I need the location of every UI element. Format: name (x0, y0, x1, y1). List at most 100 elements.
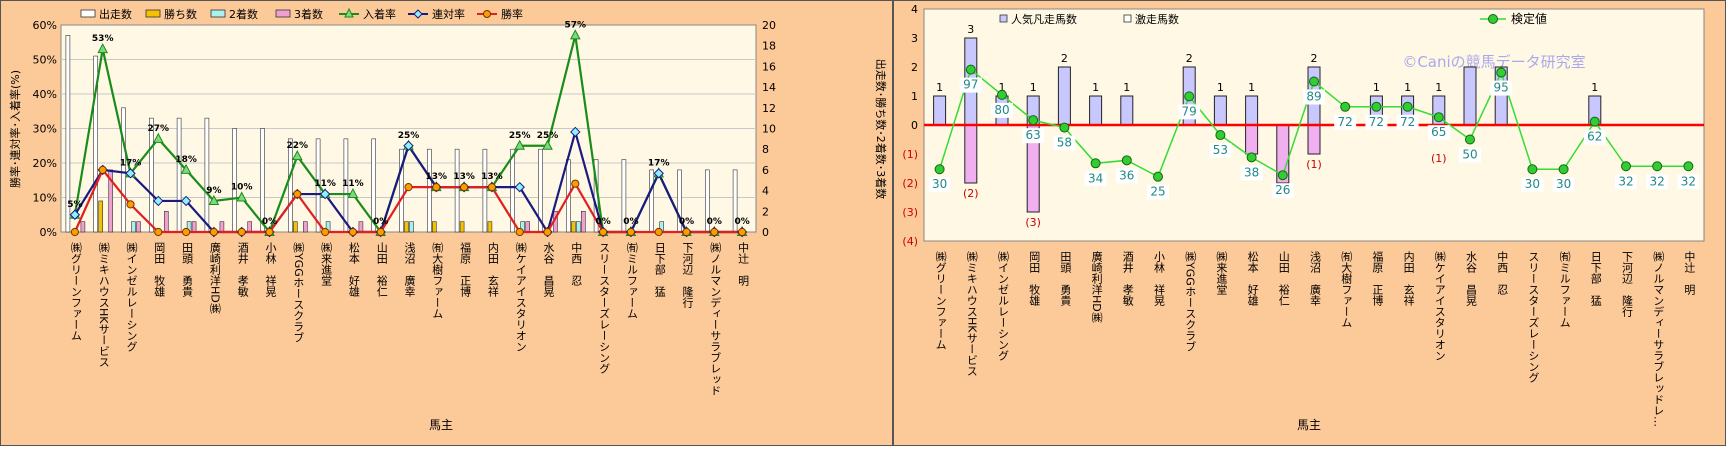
x-tick-label-9: ㈱来進堂 (320, 242, 333, 286)
bar-2-12 (409, 221, 414, 233)
x-tick-label-14: 福原 正博 (459, 241, 472, 298)
point-2-17 (1465, 134, 1475, 145)
bar-top-label-12: 2 (1311, 52, 1318, 65)
bar-3-8 (302, 221, 308, 233)
x-tick-label-19: スリースターズレーシング (1527, 251, 1540, 383)
value-label-bg-2 (991, 102, 1013, 118)
point-6-22 (682, 227, 691, 237)
value-label-bg-7 (1147, 184, 1169, 200)
value-label-15: 72 (1400, 115, 1415, 129)
x-tick-label-1: ㈱ミキハウスHKサービス (97, 242, 110, 368)
x-tick-label-7: 小林 祥晃 (264, 242, 277, 298)
point-5-12 (403, 140, 414, 151)
x-tick-label-10: 松本 好雄 (1246, 250, 1259, 306)
value-label-bg-4 (1053, 135, 1076, 151)
data-label-14: 13% (453, 172, 475, 182)
data-label-19: 0% (595, 217, 610, 227)
bar-top-label-21: 1 (1591, 81, 1598, 94)
legend-swatch-1 (145, 9, 161, 18)
point-2-5 (1090, 158, 1101, 169)
bar-top-label-10: 1 (1248, 81, 1255, 94)
bar-0-9 (1213, 95, 1227, 126)
value-label-7: 25 (1150, 185, 1165, 199)
legend-marker-6 (483, 10, 491, 18)
value-label-22: 32 (1618, 174, 1633, 188)
bar-1-12 (1307, 124, 1321, 155)
bar-0-14 (454, 148, 460, 233)
bar-bottom-label-3: (3) (1025, 216, 1041, 229)
x-tick-label-16: ㈱ケイアイスタリオン (514, 242, 527, 352)
value-label-19: 30 (1525, 177, 1540, 191)
point-4-18 (569, 29, 581, 40)
legend-label-0: 出走数 (99, 7, 132, 21)
left-y-tick-label: 40% (33, 88, 57, 101)
point-6-3 (154, 227, 163, 237)
bar-3-18 (580, 211, 586, 233)
x-axis-title: 馬主 (1297, 418, 1321, 432)
data-label-23: 0% (707, 217, 722, 227)
value-label-0: 30 (932, 177, 947, 191)
point-6-13 (432, 183, 441, 192)
point-2-20 (1558, 164, 1569, 175)
bar-top-label-4: 2 (1061, 52, 1068, 65)
value-label-23: 32 (1650, 174, 1665, 188)
data-label-9: 11% (314, 179, 336, 189)
bar-2-2 (131, 221, 136, 233)
left-y-tick-label: 0% (40, 226, 57, 239)
data-label-13: 13% (426, 172, 448, 182)
x-tick-label-17: 水谷 昌晃 (542, 242, 555, 298)
point-6-7 (265, 227, 274, 237)
value-label-bg-1 (959, 77, 982, 93)
right-y-tick-label: 10 (762, 123, 776, 136)
x-tick-label-15: 内田 玄祥 (486, 241, 499, 297)
y-tick-label: (4) (902, 235, 918, 248)
x-tick-label-21: 日下部 猛 (653, 242, 666, 298)
right-y-tick-label: 6 (762, 164, 769, 177)
x-tick-label-1: ㈱ミキハウスHKサービス (965, 251, 978, 377)
point-6-4 (182, 227, 191, 237)
x-tick-label-22: 下河辺 隆行 (681, 242, 694, 309)
point-2-4 (1059, 122, 1070, 133)
bar-0-6 (1120, 95, 1134, 126)
x-tick-label-10: 松本 好雄 (347, 241, 360, 297)
point-4-6 (236, 191, 248, 202)
x-tick-label-24: 中辻 明 (737, 242, 750, 287)
bar-top-label-2: 1 (999, 81, 1006, 94)
point-4-10 (347, 187, 359, 199)
bar-0-17 (1463, 66, 1477, 126)
y-tick-label: 4 (911, 3, 918, 16)
x-tick-label-3: 岡田 牧雄 (153, 242, 166, 297)
value-label-17: 50 (1462, 148, 1477, 162)
bar-0-13 (426, 148, 432, 233)
data-label-20: 0% (623, 217, 638, 227)
data-label-18: 57% (565, 20, 587, 30)
bar-bottom-label-12: (1) (1306, 158, 1322, 171)
left-y-tick-label: 30% (33, 123, 57, 136)
x-tick-label-6: 酒井 孝敏 (1121, 251, 1134, 307)
legend-swatch-0 (80, 9, 96, 18)
x-tick-label-13: ㈲大樹ファーム (1340, 251, 1353, 328)
point-2-2 (997, 89, 1007, 100)
data-label-4: 18% (175, 155, 197, 165)
point-2-3 (1028, 115, 1039, 126)
bar-1-1 (98, 200, 103, 233)
legend-marker-4 (344, 7, 354, 18)
point-2-9 (1215, 130, 1226, 141)
data-label-1: 53% (92, 34, 114, 44)
legend-label-2: 2着数 (229, 7, 258, 21)
x-tick-label-15: 内田 玄祥 (1402, 250, 1415, 306)
point-4-3 (152, 132, 164, 143)
point-2-7 (1153, 171, 1163, 182)
bar-top-label-16: 1 (1435, 81, 1442, 94)
point-6-16 (515, 227, 524, 237)
bar-top-label-8: 2 (1186, 52, 1193, 65)
y-tick-label: 0 (911, 119, 918, 132)
x-tick-label-18: 中西 忍 (570, 242, 583, 286)
bar-0-10 (1245, 95, 1259, 126)
point-4-4 (180, 163, 192, 174)
bar-0-6 (232, 128, 237, 233)
x-tick-label-7: 小林 祥晃 (1153, 251, 1166, 307)
legend-swatch-3 (275, 9, 291, 18)
point-4-1 (97, 43, 109, 54)
bar-0-15 (482, 148, 488, 233)
